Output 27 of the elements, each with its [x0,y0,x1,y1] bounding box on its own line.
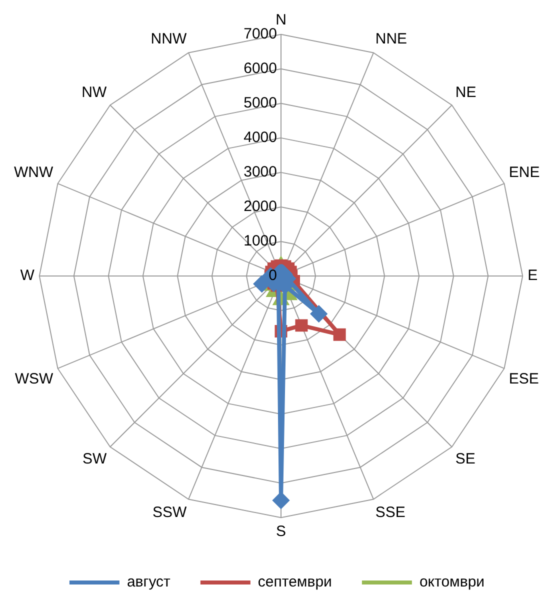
legend-label: септември [258,574,332,591]
spoke-label: W [20,267,36,284]
spoke-label: N [276,12,286,29]
y-tick-label: 2000 [244,198,277,216]
spoke-label: WSW [14,370,54,388]
spoke-label: ESE [508,370,539,388]
spoke-label: SW [82,450,108,468]
spoke-label: WNW [14,164,54,181]
y-tick-label: 0 [268,267,277,284]
y-tick-label: 6000 [244,60,277,78]
y-tick-label: 3000 [244,164,277,181]
y-tick-label: 1000 [244,232,277,250]
y-tick-label: 7000 [244,26,277,43]
spoke-label: SE [455,450,476,468]
legend-label: октомври [419,574,485,591]
legend-label: август [126,574,171,591]
spoke-label: ENE [508,164,540,181]
spoke-label: NNE [375,30,408,48]
y-tick-label: 4000 [244,129,277,146]
spoke-label: SSE [375,504,406,521]
spoke-label: S [276,522,286,540]
spoke-label: E [528,267,538,284]
spoke-label: NW [82,84,108,101]
y-tick-label: 5000 [244,94,277,112]
spoke-label: SSW [152,504,188,521]
spoke-label: NE [455,84,476,101]
spoke-label: NNW [150,30,188,48]
